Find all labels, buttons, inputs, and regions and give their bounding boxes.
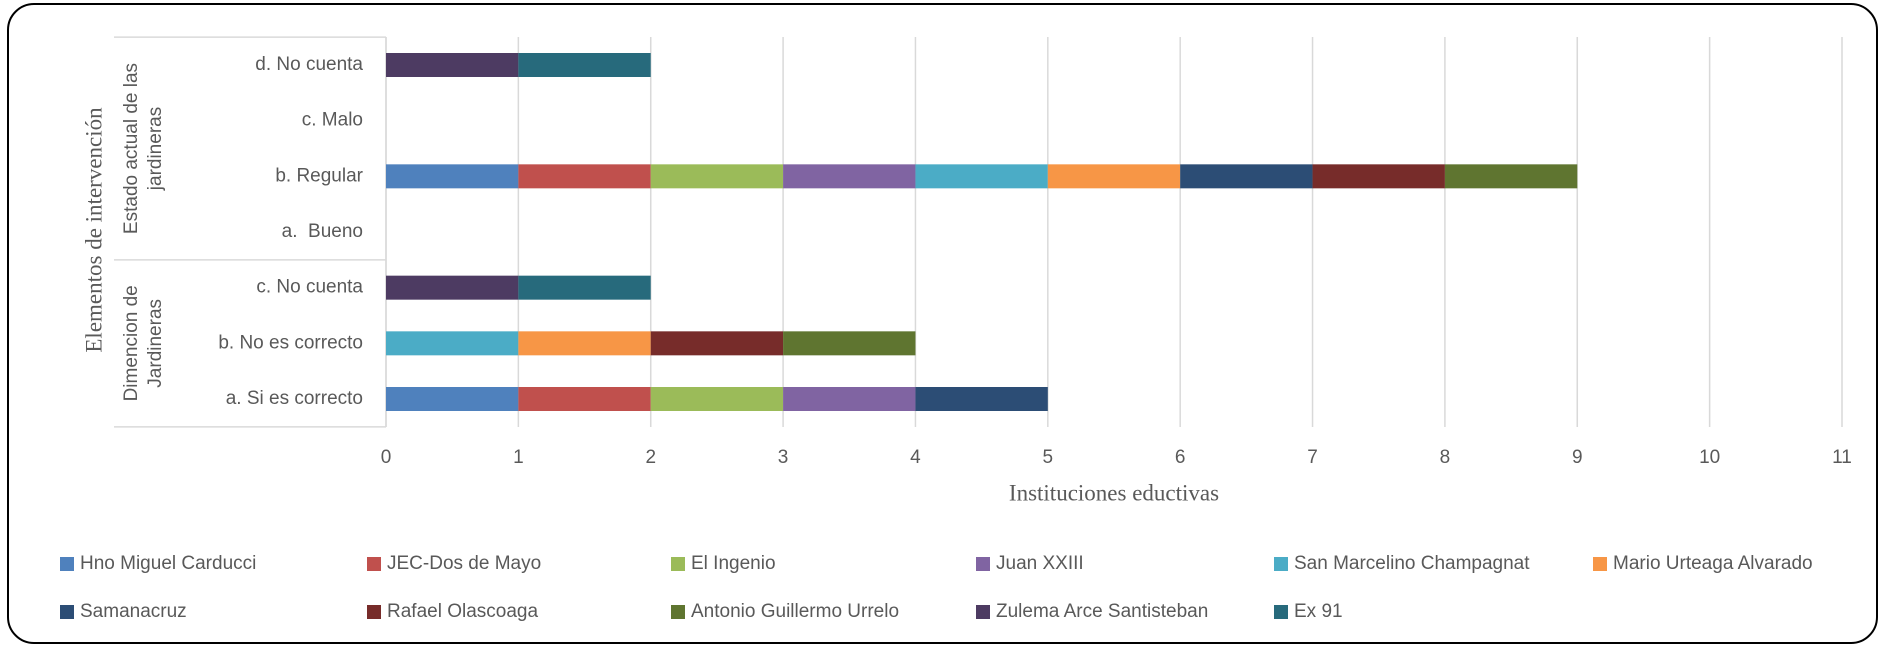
legend-label: Samanacruz	[80, 601, 187, 622]
y-tick-label: c. No cuenta	[256, 277, 363, 298]
legend-label: JEC-Dos de Mayo	[387, 553, 541, 574]
bar-segment	[518, 331, 651, 356]
legend-swatch	[671, 605, 685, 619]
x-tick-label: 6	[1175, 447, 1186, 468]
y-axis-title: Elementos de intervención	[81, 107, 106, 353]
x-tick-label: 4	[910, 447, 921, 468]
legend-swatch	[60, 605, 74, 619]
bar-segment	[518, 53, 651, 77]
bar-segment	[1312, 164, 1445, 189]
legend-swatch	[367, 605, 381, 619]
legend-label: Zulema Arce Santisteban	[996, 601, 1208, 622]
x-tick-label: 3	[778, 447, 789, 468]
bar-segment	[783, 387, 916, 411]
group-label: Estado actual de las	[121, 63, 142, 234]
x-tick-label: 11	[1832, 447, 1852, 468]
legend-label: Antonio Guillermo Urrelo	[691, 601, 899, 622]
bar-segment	[783, 331, 916, 356]
bar-segment	[650, 164, 784, 189]
frame	[7, 3, 1878, 644]
legend-label: Ex 91	[1294, 601, 1343, 622]
x-tick-label: 1	[513, 447, 524, 468]
bar-segment	[915, 387, 1048, 411]
x-axis-title: Instituciones eductivas	[1009, 480, 1219, 505]
legend-label: Rafael Olascoaga	[387, 601, 538, 622]
y-tick-label: b. Regular	[275, 165, 363, 186]
y-tick-label: b. No es correcto	[218, 332, 363, 353]
bar-segment	[518, 275, 651, 300]
y-tick-label: a. Bueno	[282, 221, 363, 242]
bar-segment	[783, 164, 916, 189]
bar-segment	[386, 53, 519, 77]
bar-segment	[650, 387, 784, 411]
legend-swatch	[976, 557, 990, 571]
legend-label: San Marcelino Champagnat	[1294, 553, 1530, 574]
bar-segment	[518, 387, 651, 411]
bar-segment	[1047, 164, 1181, 189]
x-tick-label: 10	[1699, 447, 1720, 468]
legend-label: Juan XXIII	[996, 553, 1084, 574]
legend-swatch	[1274, 557, 1288, 571]
legend-swatch	[60, 557, 74, 571]
bar-segment	[386, 275, 519, 300]
group-label: Jardineras	[145, 299, 166, 388]
x-tick-label: 2	[645, 447, 656, 468]
group-label: jardineras	[145, 107, 166, 191]
bar-segment	[1180, 164, 1313, 189]
bar-segment	[386, 387, 519, 411]
y-tick-label: a. Si es correcto	[226, 388, 363, 409]
bar-segment	[650, 331, 784, 356]
legend-swatch	[1274, 605, 1288, 619]
y-tick-label: d. No cuenta	[255, 54, 363, 75]
legend-swatch	[1593, 557, 1607, 571]
legend-swatch	[367, 557, 381, 571]
bar-segment	[386, 331, 519, 356]
legend-label: El Ingenio	[691, 553, 776, 574]
bar-segment	[386, 164, 519, 189]
group-label: Dimencion de	[121, 285, 142, 401]
legend-swatch	[671, 557, 685, 571]
legend-swatch	[976, 605, 990, 619]
legend-label: Mario Urteaga Alvarado	[1613, 553, 1813, 574]
y-tick-label: c. Malo	[302, 110, 363, 131]
bar-segment	[518, 164, 651, 189]
x-tick-label: 8	[1440, 447, 1451, 468]
legend-label: Hno Miguel Carducci	[80, 553, 256, 574]
bar-segment	[1444, 164, 1578, 189]
x-tick-label: 5	[1043, 447, 1054, 468]
x-tick-label: 0	[381, 447, 392, 468]
x-tick-label: 7	[1307, 447, 1318, 468]
bar-segment	[915, 164, 1048, 189]
x-tick-label: 9	[1572, 447, 1583, 468]
